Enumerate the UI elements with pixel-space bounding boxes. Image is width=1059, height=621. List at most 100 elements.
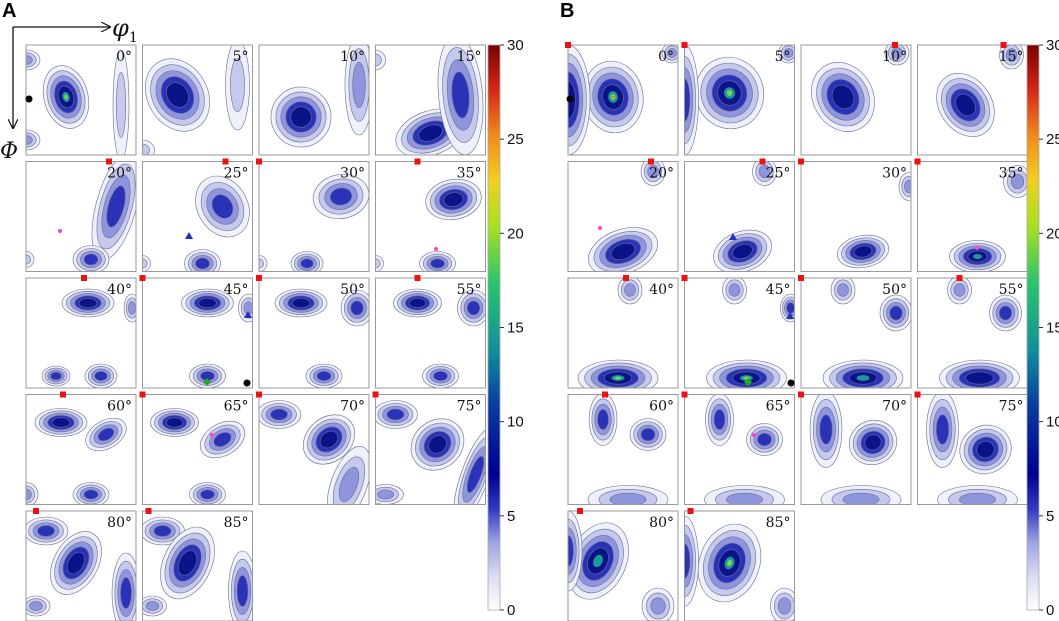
tile-frame [375,394,486,505]
contour-group [822,278,911,388]
phi2-angle-label: 75° [999,399,1024,415]
ideal-orientation-square-marker [577,508,583,514]
phi2-angle-label: 5° [233,49,249,65]
odf-section-tile: 70° [256,391,370,505]
ideal-orientation-square-marker [222,158,229,165]
colorbar-tick-label: 10 [507,414,524,431]
odf-section-tile: 25° [142,158,253,272]
phi2-angle-label: 0° [658,49,674,65]
orientation-star-marker [598,226,602,230]
contour-group [375,178,482,272]
tile-frame [800,394,912,505]
tile-frame [142,394,253,505]
odf-section-tile: 80° [25,508,137,621]
contour-group [26,161,136,272]
ideal-orientation-square-marker [33,508,39,514]
phi2-angle-label: 25° [766,166,791,182]
odf-section-tile: 70° [798,391,912,505]
phi2-angle-label: 20° [107,166,132,182]
orientation-star-marker [975,246,979,250]
tile-frame [375,161,486,272]
odf-section-tile: 80° [567,508,679,621]
odf-section-tile: 5° [681,42,795,156]
odf-section-tile: 60° [567,391,679,505]
contour-group [936,45,1024,137]
ideal-orientation-square-marker [914,391,921,398]
ideal-orientation-square-marker [139,275,146,281]
orientation-dot-marker [243,379,251,387]
panel-label-a: A [2,0,17,22]
orientation-diamond-marker [203,378,211,386]
contour-group [393,288,486,388]
odf-section-tile: 75° [914,391,1028,505]
ideal-orientation-square-marker [681,275,688,281]
contour-group [568,45,678,155]
phi2-angle-label: 25° [224,166,249,182]
contour-group [939,278,1022,388]
phi2-angle-label: 15° [999,49,1024,65]
phi2-angle-label: 0° [116,49,132,65]
orientation-star-marker [210,433,214,437]
colorbar-tick-label: 20 [1046,225,1059,242]
odf-section-tile: 85° [684,508,795,621]
tile-frame [684,394,795,505]
odf-section-tile: 15° [375,44,486,156]
contour-group [26,408,127,505]
tile-frame [25,394,137,505]
orientation-triangle-marker [185,232,193,239]
ideal-orientation-square-marker [892,42,898,48]
panel-a-grid: 0° 5° 10° 15° 20° 25° 30° 35° 40° 45° 50° 55° 60° 65°… [25,44,486,621]
odf-section-tile: 25° [684,158,795,272]
tile-frame [142,44,253,156]
odf-section-tile: 20° [25,158,137,272]
panel-label-b: B [560,0,575,22]
phi2-angle-label: 30° [882,166,907,182]
colorbar-tick-label: 20 [507,225,524,242]
contour-group [577,278,659,388]
colorbar-tick-label: 15 [1046,320,1059,337]
colorbar-tick-label: 30 [1046,37,1059,54]
tile-frame [258,161,370,272]
phi2-angle-label: 60° [107,399,132,415]
orientation-dot-marker [25,95,33,103]
orientation-triangle-marker [244,311,252,318]
odf-section-tile: 15° [917,42,1028,156]
phi2-angle-label: 15° [457,49,482,65]
ideal-orientation-square-marker [914,158,921,165]
ideal-orientation-square-marker [648,158,654,165]
ideal-orientation-square-marker [414,275,421,281]
phi2-angle-label: 80° [107,515,132,531]
colorbar-tick-label: 5 [1046,508,1054,525]
contour-group [588,161,666,272]
odf-section-tile: 30° [798,158,912,272]
ideal-orientation-square-marker [1000,42,1007,48]
phi2-angle-label: 35° [457,166,482,182]
ideal-orientation-square-marker [956,275,963,281]
orientation-star-marker [58,229,62,233]
colorbar-tick-label: 10 [1046,414,1059,431]
tile-frame [258,277,370,389]
tile-frame [684,44,795,156]
ideal-orientation-square-marker [681,391,688,398]
panel-b-grid: 0° 5° 10° 15° 20° 25° 30° 35° 40° 45° 50° 55° 60° 65°… [565,42,1028,621]
contour-group [811,45,910,132]
phi2-angle-label: 55° [457,282,482,298]
tile-frame [567,161,679,272]
contour-group [26,516,136,621]
contour-group [142,175,250,272]
tile-frame [142,161,253,272]
phi2-angle-label: 85° [224,515,249,531]
odf-section-tile: 55° [917,275,1028,389]
phi2-angle-label: 45° [224,282,249,298]
orientation-dot-marker [787,379,795,387]
tile-frame [375,44,486,156]
tile-frame [375,277,486,389]
phi2-angle-label: 10° [340,49,365,65]
contour-group [713,161,777,272]
tile-frame [567,394,679,505]
contour-group [949,165,1028,272]
ideal-orientation-square-marker [798,158,804,165]
contour-group [41,288,136,388]
contour-group [706,278,795,388]
